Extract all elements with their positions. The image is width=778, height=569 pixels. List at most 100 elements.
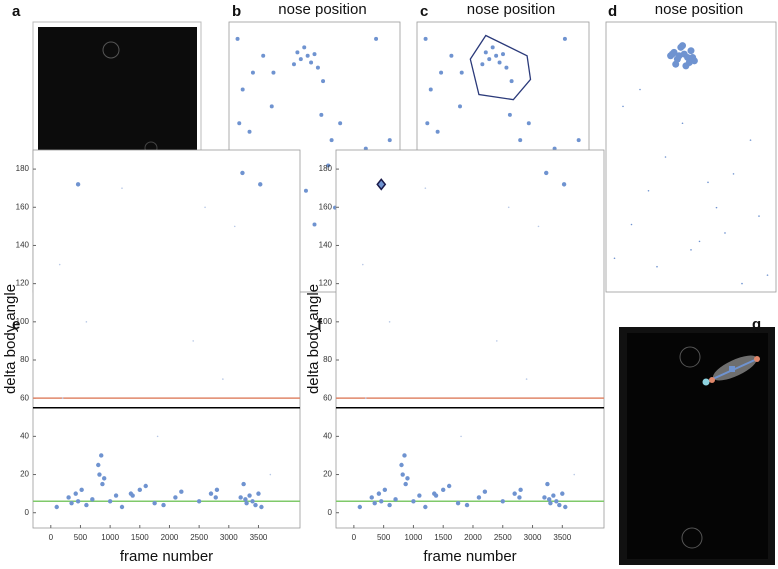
y-tick-label: 0 [328, 508, 333, 517]
point [222, 378, 224, 380]
point [400, 472, 405, 477]
point [509, 79, 514, 84]
point [537, 225, 540, 228]
point [338, 121, 343, 126]
point [496, 340, 498, 342]
point [656, 265, 658, 268]
y-tick-label: 60 [323, 393, 332, 402]
point [243, 497, 248, 502]
point [75, 182, 81, 187]
point [235, 36, 240, 41]
point [113, 493, 119, 498]
point [387, 138, 392, 143]
point [196, 499, 202, 504]
point [749, 139, 752, 141]
x-tick-label: 2000 [464, 533, 482, 542]
point [208, 491, 214, 496]
object [102, 41, 120, 59]
point [490, 45, 495, 50]
point [563, 504, 568, 510]
point [143, 483, 148, 489]
point [399, 462, 404, 468]
point [417, 493, 422, 498]
point [460, 435, 462, 438]
point [85, 321, 88, 323]
point [758, 215, 760, 217]
point [573, 473, 576, 476]
chart-title: nose position [655, 1, 743, 18]
x-tick-label: 0 [49, 533, 54, 542]
point [312, 52, 317, 57]
point [382, 487, 388, 493]
x-tick-label: 2500 [494, 533, 512, 542]
point [507, 206, 510, 209]
point [424, 187, 427, 189]
x-tick-label: 3500 [250, 533, 268, 542]
plot-frame [605, 21, 777, 293]
point [482, 489, 488, 494]
point [501, 52, 505, 57]
roi-polygon [469, 34, 532, 101]
point [156, 435, 159, 438]
point [507, 112, 512, 117]
point [689, 53, 697, 61]
plot-frame [335, 149, 605, 529]
point [402, 453, 407, 458]
point [446, 483, 452, 489]
chart-title: nose position [278, 1, 366, 18]
x-tick-label: 3500 [553, 533, 571, 542]
nose-point [702, 378, 710, 386]
point [372, 500, 377, 506]
point [238, 495, 243, 500]
point [233, 225, 236, 228]
x-tick-label: 1000 [405, 533, 423, 542]
object [681, 527, 703, 549]
y-tick-label: 180 [319, 164, 333, 173]
point [241, 481, 246, 487]
x-tick-label: 500 [74, 533, 88, 542]
point [439, 70, 444, 75]
y-tick-label: 20 [323, 470, 332, 479]
point [99, 453, 104, 458]
point [672, 60, 680, 68]
point [675, 52, 683, 60]
point [423, 504, 428, 510]
point [69, 500, 74, 506]
tail-point [754, 356, 760, 362]
point [326, 163, 331, 168]
point [161, 502, 166, 508]
point [639, 88, 641, 91]
point [363, 146, 368, 151]
point [428, 87, 433, 92]
point [487, 57, 492, 62]
x-tick-label: 500 [377, 533, 391, 542]
y-tick-label: 160 [16, 202, 30, 211]
point [61, 397, 64, 399]
point [253, 502, 258, 508]
x-tick-label: 1500 [434, 533, 452, 542]
point [66, 495, 71, 500]
point [497, 60, 502, 65]
point [96, 462, 101, 468]
point [483, 50, 488, 55]
point [379, 499, 384, 504]
point [690, 249, 692, 251]
y-tick-label: 180 [16, 164, 30, 173]
point [305, 53, 310, 58]
point [411, 499, 416, 504]
point [121, 187, 123, 189]
point [494, 53, 499, 58]
point [237, 121, 242, 126]
y-tick-label: 140 [319, 241, 333, 250]
y-tick-label: 40 [323, 431, 332, 440]
x-tick-label: 2500 [190, 533, 208, 542]
point [557, 502, 562, 508]
y-axis-label: delta body angle [305, 284, 322, 394]
head-point [709, 377, 715, 383]
point [244, 500, 249, 506]
x-tick-label: 2000 [161, 533, 179, 542]
point [545, 481, 550, 487]
panel-letter: g [752, 316, 761, 333]
point [73, 491, 78, 496]
y-tick-label: 80 [323, 355, 332, 364]
